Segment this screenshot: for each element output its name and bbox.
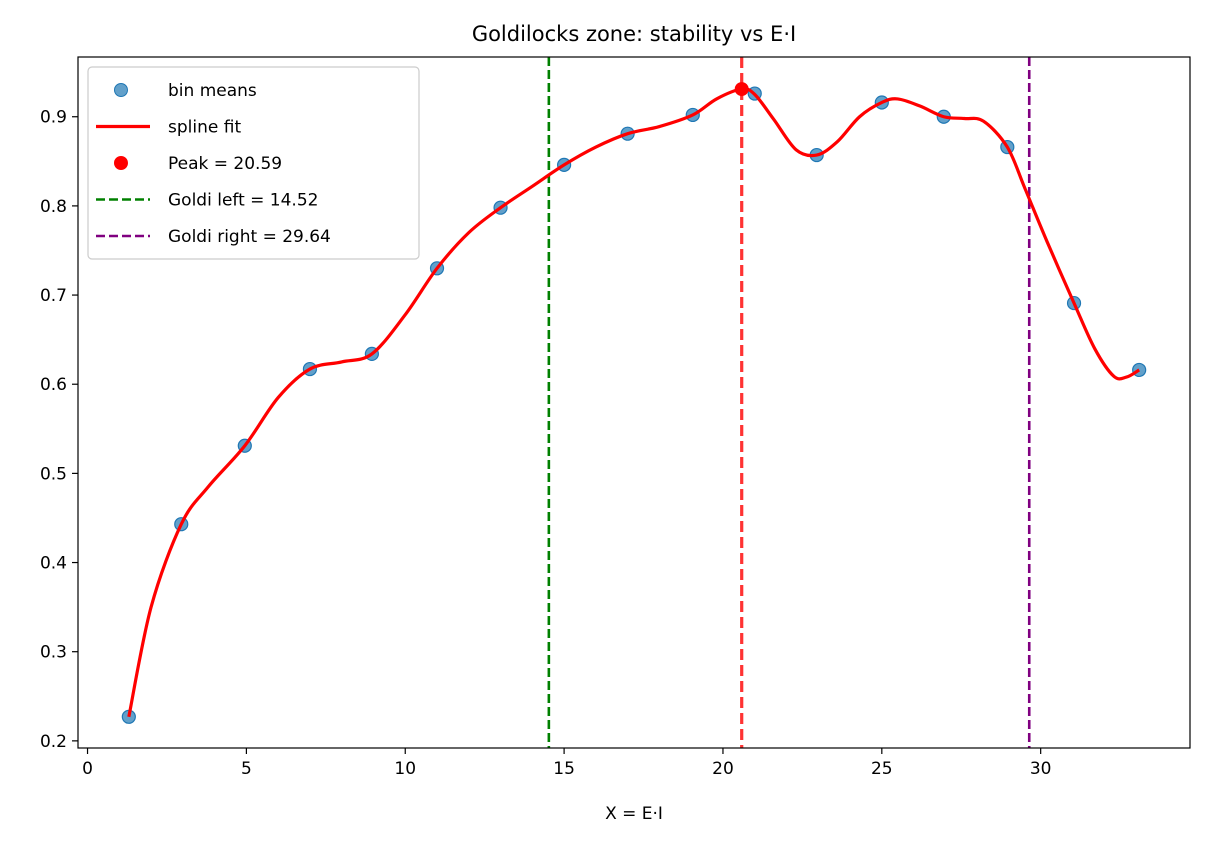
x-tick-label: 25 <box>871 759 893 779</box>
x-tick-label: 30 <box>1030 759 1052 779</box>
legend-entry: Goldi right = 29.64 <box>96 227 331 247</box>
legend-entry: bin means <box>114 81 257 101</box>
legend-label: Goldi left = 14.52 <box>168 191 318 211</box>
legend-box <box>87 66 420 260</box>
x-tick-label: 20 <box>712 759 734 779</box>
legend-label: Peak = 20.59 <box>168 154 282 174</box>
legend-swatch <box>114 156 128 170</box>
legend: bin means spline fit Peak = 20.59 Goldi lef… <box>87 66 420 260</box>
y-axis-ticks: 0.2 0.3 0.4 0.5 0.6 0.7 0.8 0.9 <box>40 108 78 752</box>
y-tick-label: 0.9 <box>40 108 67 128</box>
legend-entry: Peak = 20.59 <box>114 154 282 174</box>
y-tick-label: 0.3 <box>40 643 67 663</box>
x-tick-label: 0 <box>82 759 93 779</box>
y-tick-label: 0.8 <box>40 197 67 217</box>
legend-label: bin means <box>168 81 257 101</box>
legend-swatch <box>114 83 128 97</box>
x-tick-label: 15 <box>553 759 575 779</box>
x-tick-label: 10 <box>394 759 416 779</box>
x-tick-label: 5 <box>241 759 252 779</box>
y-tick-label: 0.2 <box>40 732 67 752</box>
y-tick-label: 0.5 <box>40 464 67 484</box>
plot-area <box>121 57 1147 748</box>
x-axis-label: X = E·I <box>605 804 663 824</box>
legend-label: Goldi right = 29.64 <box>168 227 331 247</box>
y-tick-label: 0.6 <box>40 375 67 395</box>
legend-entry: spline fit <box>96 118 241 138</box>
peak-marker <box>734 82 749 97</box>
axes-frame <box>77 56 1191 749</box>
y-tick-label: 0.7 <box>40 286 67 306</box>
legend-entry: Goldi left = 14.52 <box>96 191 318 211</box>
chart-title: Goldilocks zone: stability vs E·I <box>472 22 796 46</box>
legend-label: spline fit <box>168 118 241 138</box>
y-tick-label: 0.4 <box>40 554 67 574</box>
x-axis-ticks: 0 5 10 15 20 25 30 <box>82 748 1051 779</box>
